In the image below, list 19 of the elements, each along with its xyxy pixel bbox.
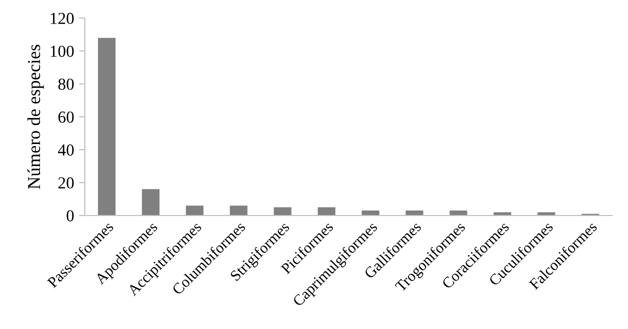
bar [98,38,116,216]
bar [274,207,292,216]
y-tick-label: 20 [58,177,74,189]
bar [186,206,204,216]
y-tick-label: 40 [58,144,74,156]
y-tick-label: 120 [50,12,74,24]
bar [362,210,380,216]
y-axis-title: Número de especies [27,44,44,189]
y-tick-label: 60 [58,111,74,123]
y-tick-label: 0 [66,210,74,222]
y-tick-label: 80 [58,78,74,90]
y-tick-label: 100 [50,46,74,57]
bar [538,212,556,216]
bar [142,189,160,216]
bar [230,206,248,216]
bar [494,212,512,216]
bar [406,210,424,216]
bar [450,210,468,216]
bar [318,207,336,216]
